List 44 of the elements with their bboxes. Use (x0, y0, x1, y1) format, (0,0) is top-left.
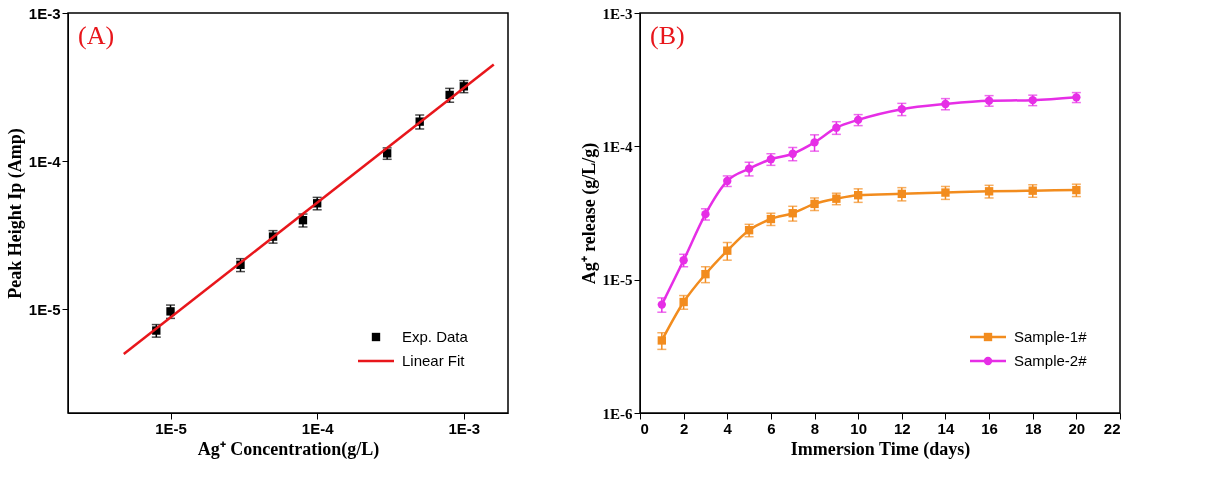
annotation: (B) (650, 21, 685, 50)
y-tick-label: 1E-4 (602, 138, 633, 155)
point (810, 138, 819, 147)
x-tick-label: 4 (723, 419, 733, 437)
x-tick-label: 16 (981, 419, 998, 437)
x-tick-label: 1E-5 (155, 419, 187, 437)
x-tick-label: 14 (937, 419, 955, 437)
y-tick-label: 1E-3 (602, 5, 633, 22)
x-tick-label: 12 (893, 419, 911, 437)
y-axis-title: Peak Height Ip (Amp) (4, 128, 26, 299)
point (941, 188, 950, 197)
legend-label: Exp. Data (402, 328, 469, 345)
annotation: (A) (78, 21, 115, 50)
legend-label: Sample-2# (1014, 352, 1088, 369)
x-tick-label: 2 (679, 419, 689, 437)
y-tick-label: 1E-6 (602, 405, 633, 422)
y-axis-title: Ag⁺ release (g/L/g) (578, 142, 600, 285)
x-tick-label: 0 (640, 419, 649, 437)
y-tick-label: 1E-5 (602, 272, 633, 289)
x-tick-label: 20 (1068, 419, 1086, 437)
point (744, 164, 754, 173)
point (832, 123, 841, 132)
x-axis-title: Ag⁺ Concentration(g/L) (197, 438, 380, 460)
x-tick-label: 22 (1103, 419, 1121, 437)
point (723, 246, 732, 255)
y-tick-label: 1E-4 (28, 152, 62, 170)
x-tick-label: 1E-3 (448, 419, 481, 437)
legend-label: Sample-1# (1014, 328, 1088, 345)
y-tick-label: 1E-3 (28, 4, 61, 22)
legend-label: Linear Fit (402, 352, 466, 369)
point (854, 191, 863, 200)
x-tick-label: 6 (767, 419, 776, 437)
x-tick-label: 18 (1024, 419, 1042, 437)
point (657, 300, 666, 309)
x-tick-label: 1E-4 (301, 419, 335, 437)
point (788, 149, 797, 158)
x-tick-label: 10 (850, 419, 868, 437)
point (1028, 186, 1037, 195)
x-axis-title: Immersion Time (days) (790, 438, 971, 460)
point (701, 269, 710, 279)
point (788, 209, 797, 218)
point (657, 336, 666, 345)
x-tick-label: 8 (810, 419, 820, 437)
y-tick-label: 1E-5 (28, 300, 61, 318)
